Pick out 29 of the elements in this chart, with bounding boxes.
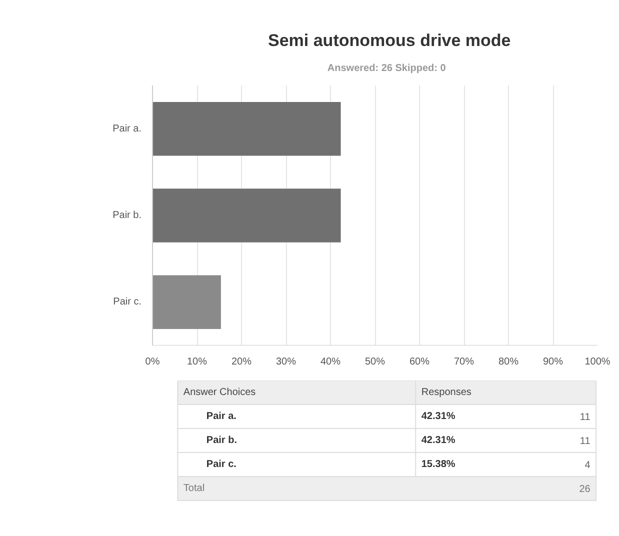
- text: 11: [580, 412, 591, 423]
- category-label: Pair a.: [206, 411, 236, 422]
- y-tick-label: Pair a.: [112, 123, 142, 134]
- chart-title: Semi autonomous drive mode: [268, 31, 511, 50]
- text: 42.31%: [421, 435, 456, 446]
- x-tick-label: 30%: [276, 356, 296, 368]
- x-tick-label: 80%: [498, 356, 519, 368]
- text: 4: [584, 460, 591, 471]
- x-tick-label: 60%: [409, 356, 430, 368]
- text: Responses: [421, 387, 472, 398]
- text: 15.38%: [421, 459, 456, 470]
- x-tick-label: 0%: [145, 356, 160, 368]
- x-tick-label: 20%: [231, 356, 252, 368]
- x-tick-label: 70%: [454, 356, 474, 368]
- x-tick-label: 10%: [186, 356, 208, 368]
- category-label: Pair b.: [206, 435, 237, 446]
- y-tick-label: Pair b.: [112, 210, 142, 221]
- x-tick-label: 40%: [320, 356, 341, 368]
- y-tick-label: Pair c.: [113, 296, 142, 308]
- x-tick-label: 90%: [542, 356, 564, 368]
- text: 42.31%: [421, 411, 456, 422]
- text: Total: [183, 483, 205, 494]
- text: 26: [579, 484, 591, 495]
- x-tick-label: 50%: [364, 356, 386, 368]
- x-tick-label: 100%: [584, 356, 610, 368]
- text: 11: [580, 436, 591, 447]
- category-label: Pair c.: [206, 459, 236, 470]
- text: Answer Choices: [183, 387, 256, 398]
- chart-subtitle: Answered: 26 Skipped: 0: [327, 63, 446, 74]
